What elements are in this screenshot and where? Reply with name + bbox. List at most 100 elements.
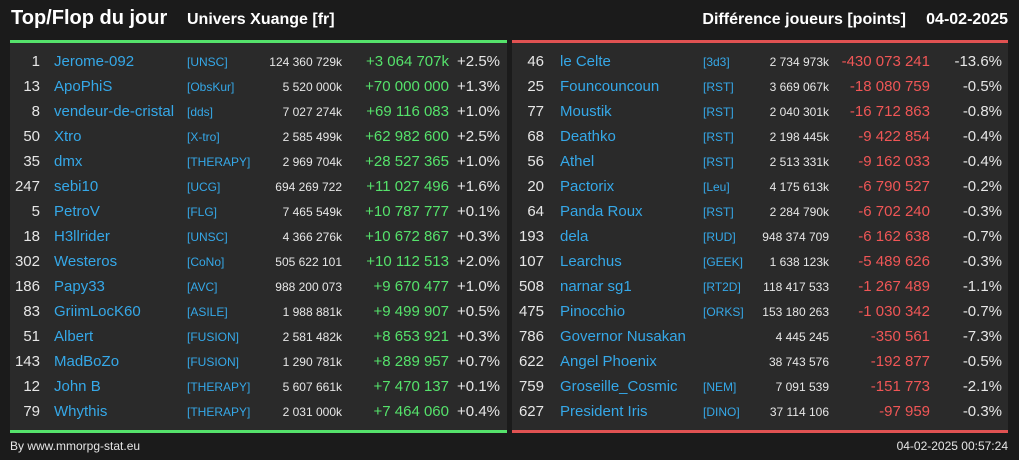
player-name-link[interactable]: Xtro — [54, 128, 82, 145]
rank-value: 18 — [23, 228, 40, 245]
alliance-link[interactable]: [NEM] — [703, 380, 737, 394]
player-name-link[interactable]: Groseille_Cosmic — [560, 378, 678, 395]
alliance-link[interactable]: [THERAPY] — [187, 380, 251, 394]
player-name-link[interactable]: MadBoZo — [54, 353, 120, 370]
diff-value: -9 422 854 — [858, 128, 930, 145]
list-item: 143 MadBoZo [FUSION] 1 290 781k +8 289 957 +0… — [10, 350, 507, 375]
header: Top/Flop du jour Univers Xuange [fr] Dif… — [0, 0, 1019, 40]
universe-label: Univers Xuange [fr] — [187, 11, 335, 28]
alliance-link[interactable]: [RUD] — [703, 230, 736, 244]
player-name-link[interactable]: le Celte — [560, 53, 611, 70]
player-name-link[interactable]: Founcouncoun — [560, 78, 660, 95]
points-value: 38 743 576 — [768, 355, 829, 369]
player-name-link[interactable]: H3llrider — [54, 228, 110, 245]
alliance-link[interactable]: [ASILE] — [187, 305, 228, 319]
footer-credit[interactable]: By www.mmorpg-stat.eu — [10, 439, 141, 453]
alliance-link[interactable]: [X-tro] — [187, 130, 220, 144]
list-item: 79 Whythis [THERAPY] 2 031 000k +7 464 060 +0… — [10, 400, 507, 425]
player-name-link[interactable]: Deathko — [560, 128, 616, 145]
alliance-link[interactable]: [RST] — [703, 105, 734, 119]
player-name-link[interactable]: narnar sg1 — [560, 278, 632, 295]
points-value: 4 175 613k — [769, 180, 829, 194]
rank-value: 786 — [518, 328, 544, 345]
rank-value: 759 — [518, 378, 544, 395]
player-name-link[interactable]: dmx — [54, 153, 83, 170]
list-item: 12 John B [THERAPY] 5 607 661k +7 470 137 +0.… — [10, 375, 507, 400]
diff-value: +8 653 921 — [373, 328, 450, 345]
alliance-link[interactable]: [AVC] — [187, 280, 218, 294]
alliance-link[interactable]: [FUSION] — [187, 330, 240, 344]
diff-value: +10 112 513 — [366, 253, 449, 270]
player-name-link[interactable]: Papy33 — [54, 278, 105, 295]
player-name-link[interactable]: President Iris — [560, 403, 648, 420]
player-name-link[interactable]: ApoPhiS — [54, 78, 113, 95]
percent-value: -7.3% — [962, 328, 1002, 345]
alliance-link[interactable]: [CoNo] — [187, 255, 225, 269]
alliance-link[interactable]: [THERAPY] — [187, 405, 251, 419]
diff-value: -18 080 759 — [849, 78, 930, 95]
percent-value: -0.8% — [962, 103, 1002, 120]
rank-value: 508 — [518, 278, 544, 295]
alliance-link[interactable]: [dds] — [187, 105, 214, 119]
list-item: 35 dmx [THERAPY] 2 969 704k +28 527 365 +1.0% — [10, 150, 507, 175]
player-name-link[interactable]: vendeur-de-cristal — [54, 103, 175, 120]
player-name-link[interactable]: Learchus — [560, 253, 622, 270]
alliance-link[interactable]: [UCG] — [187, 180, 221, 194]
player-name-link[interactable]: sebi10 — [54, 178, 99, 195]
player-name-link[interactable]: Athel — [560, 153, 595, 170]
alliance-link[interactable]: [FUSION] — [187, 355, 240, 369]
list-item: 64 Panda Roux [RST] 2 284 790k -6 702 240 -0.… — [512, 200, 1008, 225]
alliance-link[interactable]: [UNSC] — [187, 55, 228, 69]
list-item: 302 Westeros [CoNo] 505 622 101 +10 112 513 +… — [10, 250, 507, 275]
diff-value: +7 470 137 — [373, 378, 450, 395]
alliance-link[interactable]: [ObsKur] — [187, 80, 235, 94]
flop-list: 46 le Celte [3d3] 2 734 973k -430 073 241 -13… — [512, 50, 1008, 425]
alliance-link[interactable]: [ORKS] — [703, 305, 744, 319]
points-value: 1 988 881k — [282, 305, 342, 319]
player-name-link[interactable]: Pactorix — [560, 178, 615, 195]
rank-value: 13 — [23, 78, 40, 95]
player-name-link[interactable]: Albert — [54, 328, 94, 345]
alliance-link[interactable]: [UNSC] — [187, 230, 228, 244]
player-name-link[interactable]: Jerome-092 — [54, 53, 135, 70]
alliance-link[interactable]: [RST] — [703, 155, 734, 169]
player-name-link[interactable]: Governor Nusakan — [560, 328, 686, 345]
alliance-link[interactable]: [3d3] — [703, 55, 730, 69]
player-name-link[interactable]: Whythis — [54, 403, 108, 420]
player-name-link[interactable]: Angel Phoenix — [560, 353, 657, 370]
list-item: 83 GriimLocK60 [ASILE] 1 988 881k +9 499 907… — [10, 300, 507, 325]
points-value: 2 040 301k — [769, 105, 829, 119]
alliance-link[interactable]: [RST] — [703, 80, 734, 94]
rank-value: 50 — [23, 128, 40, 145]
player-name-link[interactable]: Pinocchio — [560, 303, 626, 320]
player-name-link[interactable]: GriimLocK60 — [54, 303, 141, 320]
points-value: 2 513 331k — [769, 155, 829, 169]
alliance-link[interactable]: [GEEK] — [703, 255, 744, 269]
diff-value: -350 561 — [870, 328, 930, 345]
alliance-link[interactable]: [DINO] — [703, 405, 740, 419]
diff-value: +70 000 000 — [365, 78, 449, 95]
alliance-link[interactable]: [RST] — [703, 205, 734, 219]
player-name-link[interactable]: dela — [560, 228, 589, 245]
percent-value: +1.3% — [457, 78, 500, 95]
points-value: 2 969 704k — [282, 155, 342, 169]
player-name-link[interactable]: Westeros — [54, 253, 118, 270]
alliance-link[interactable]: [THERAPY] — [187, 155, 251, 169]
player-name-link[interactable]: Moustik — [560, 103, 612, 120]
points-value: 2 198 445k — [769, 130, 829, 144]
player-name-link[interactable]: John B — [54, 378, 101, 395]
alliance-link[interactable]: [RST] — [703, 130, 734, 144]
diff-value: -6 790 527 — [858, 178, 930, 195]
list-item: 475 Pinocchio [ORKS] 153 180 263 -1 030 342 -… — [512, 300, 1008, 325]
list-item: 56 Athel [RST] 2 513 331k -9 162 033 -0.4% — [512, 150, 1008, 175]
points-value: 153 180 263 — [762, 305, 829, 319]
alliance-link[interactable]: [Leu] — [703, 180, 730, 194]
points-value: 988 200 073 — [275, 280, 342, 294]
player-name-link[interactable]: Panda Roux — [560, 203, 643, 220]
player-name-link[interactable]: PetroV — [54, 203, 100, 220]
rank-value: 143 — [14, 353, 40, 370]
diff-value: -1 030 342 — [858, 303, 930, 320]
alliance-link[interactable]: [RT2D] — [703, 280, 741, 294]
alliance-link[interactable]: [FLG] — [187, 205, 218, 219]
rank-value: 1 — [31, 53, 40, 70]
